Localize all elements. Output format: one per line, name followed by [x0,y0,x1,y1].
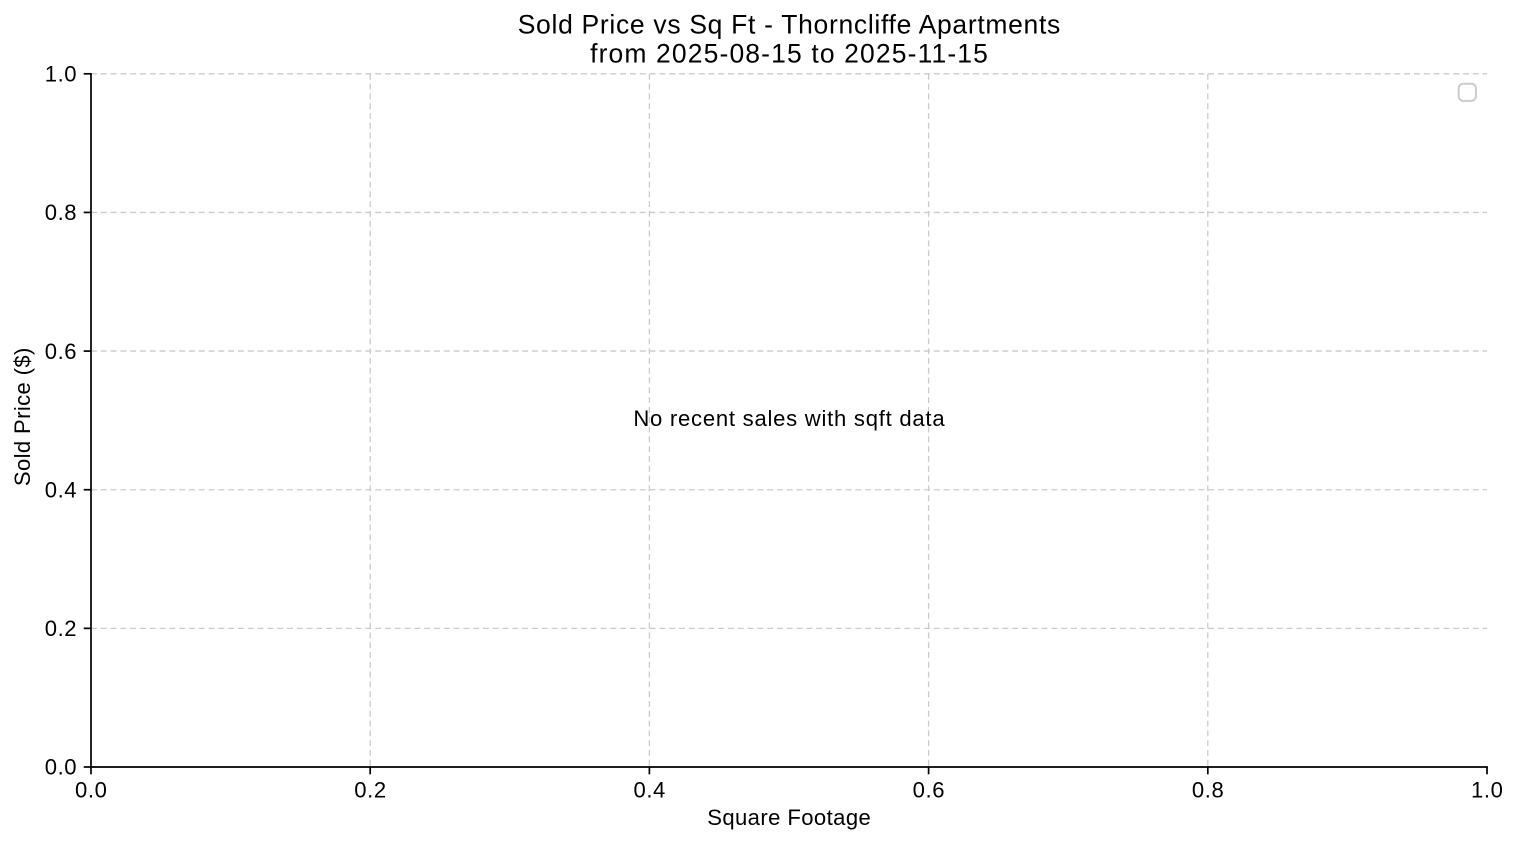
svg-text:0.0: 0.0 [45,755,77,780]
svg-text:1.0: 1.0 [1471,778,1503,803]
svg-text:No recent sales with sqft data: No recent sales with sqft data [633,406,945,431]
svg-text:Sold Price ($): Sold Price ($) [10,347,35,486]
svg-text:Sold Price vs Sq Ft - Thorncli: Sold Price vs Sq Ft - Thorncliffe Apartm… [518,10,1061,40]
svg-text:0.2: 0.2 [45,616,77,641]
svg-text:from 2025-08-15 to 2025-11-15: from 2025-08-15 to 2025-11-15 [590,38,989,68]
svg-text:0.0: 0.0 [75,778,107,803]
svg-text:Square Footage: Square Footage [707,805,871,830]
svg-text:0.8: 0.8 [45,200,77,225]
svg-text:1.0: 1.0 [45,62,77,87]
svg-text:0.2: 0.2 [354,778,386,803]
svg-text:0.6: 0.6 [45,339,77,364]
svg-text:0.8: 0.8 [1192,778,1224,803]
svg-text:0.6: 0.6 [913,778,945,803]
svg-text:0.4: 0.4 [633,778,665,803]
svg-text:0.4: 0.4 [45,477,77,502]
